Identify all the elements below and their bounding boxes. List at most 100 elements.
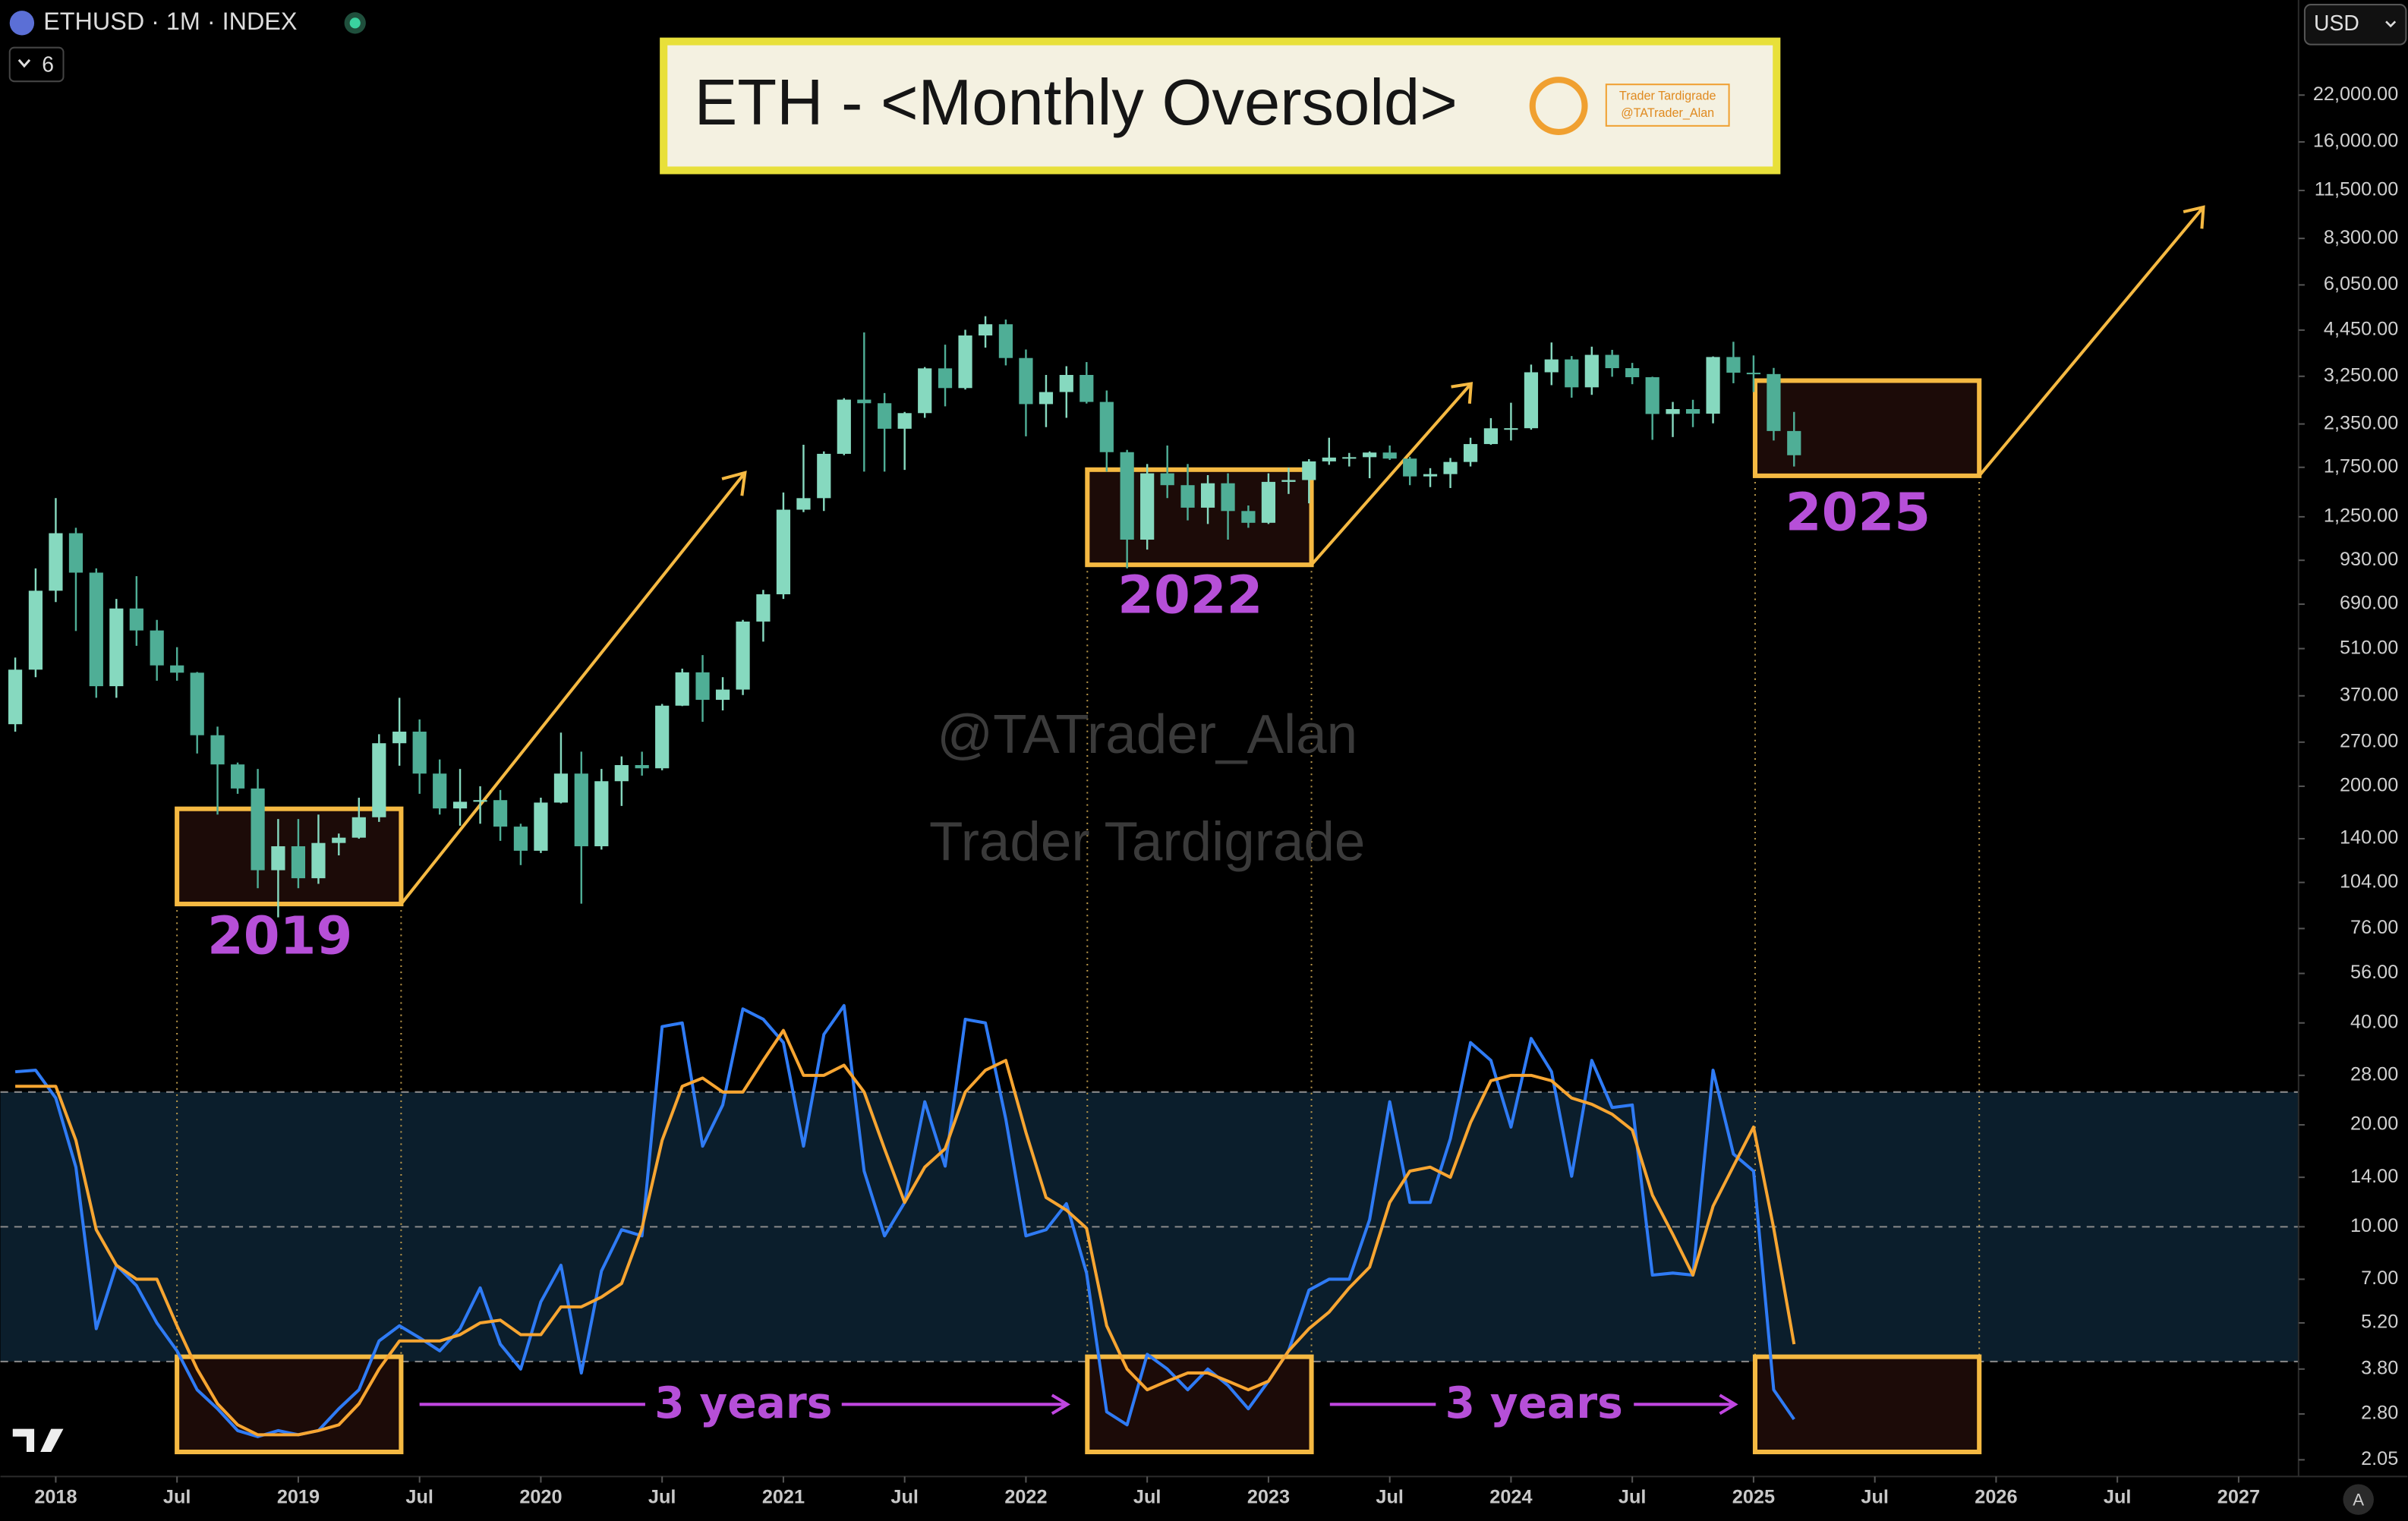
time-axis	[0, 1476, 2408, 1521]
x-tick-label: Jul	[1861, 1486, 1889, 1507]
candle-body	[1342, 457, 1357, 459]
x-tick-label: 2027	[2217, 1486, 2260, 1507]
x-tick-label: 2021	[762, 1486, 805, 1507]
x-tick-label: 2019	[277, 1486, 320, 1507]
y-tick-label: 14.00	[2350, 1166, 2398, 1187]
y-tick-label: 7.00	[2361, 1268, 2398, 1289]
currency: USD	[2314, 11, 2359, 35]
candle-body	[332, 837, 346, 843]
candle-body	[1504, 428, 1518, 430]
y-tick-label: 3.80	[2361, 1357, 2398, 1378]
badge-text: Trader Tardigrade	[1619, 90, 1716, 103]
candle-body	[736, 621, 750, 690]
x-tick-label: 2018	[34, 1486, 77, 1507]
candle-body	[574, 773, 588, 846]
candle-body	[1322, 457, 1336, 461]
candle-body	[1403, 458, 1417, 477]
candle-body	[271, 846, 285, 871]
symbol-icon	[9, 11, 35, 36]
plot-layer	[8, 316, 1801, 1438]
x-tick-label: 2023	[1247, 1486, 1290, 1507]
currency-button[interactable]	[2303, 4, 2407, 46]
title-box: ETH - <Monthly Oversold> Trader Tardigra…	[660, 37, 1781, 175]
candle-body	[372, 743, 386, 817]
candle-body	[1382, 452, 1397, 459]
candle-body	[1685, 409, 1700, 414]
candle-body	[878, 403, 892, 429]
candle-body	[170, 665, 184, 673]
scale-mode: A	[2353, 1491, 2364, 1510]
candle-body	[412, 731, 427, 774]
scale-button[interactable]	[2343, 1484, 2374, 1515]
candle-body	[311, 842, 326, 879]
candle-body	[817, 453, 831, 499]
interval-label: 3 years	[1445, 1378, 1623, 1428]
candle-body	[998, 324, 1013, 358]
candle-body	[230, 764, 245, 789]
y-tick-label: 28.00	[2350, 1064, 2398, 1085]
candle-body	[8, 669, 23, 725]
x-tick-label: Jul	[1376, 1486, 1404, 1507]
candle-body	[1726, 357, 1741, 373]
candle-body	[756, 594, 771, 622]
arrow	[1978, 205, 2205, 477]
y-tick-label: 8,300.00	[2324, 227, 2398, 248]
year-label: 2019	[207, 906, 352, 967]
candle-body	[1645, 376, 1659, 414]
x-tick-label: Jul	[890, 1486, 919, 1507]
header: ETHUSD · 1M · INDEX 6	[8, 8, 366, 83]
candle-body	[776, 509, 791, 594]
x-tick-label: 2025	[1732, 1486, 1775, 1507]
x-tick-label: Jul	[1618, 1486, 1647, 1507]
y-tick-label: 510.00	[2340, 637, 2398, 658]
x-tick-label: Jul	[163, 1486, 191, 1507]
y-tick-label: 4,450.00	[2324, 319, 2398, 340]
oversold-box	[1085, 1354, 1314, 1455]
x-tick-label: 2024	[1489, 1486, 1532, 1507]
indicator-toggle[interactable]	[8, 46, 65, 83]
chevron	[17, 58, 31, 68]
axes-layer: 22,000.00 16,000.00 11,500.00 8,300.00 6,050…	[34, 83, 2398, 1507]
candle-body	[553, 773, 569, 803]
badge-text: @TATrader_Alan	[1621, 106, 1714, 120]
y-tick-label: 930.00	[2340, 549, 2398, 570]
candle-body	[614, 765, 629, 782]
candle-body	[513, 827, 528, 851]
candle-body	[1565, 359, 1579, 388]
candle-body	[1302, 461, 1316, 480]
candle-body	[28, 590, 43, 670]
arrow	[1310, 382, 1473, 566]
candle-body	[89, 572, 103, 687]
candle-body	[1463, 444, 1478, 462]
candle-body	[958, 335, 972, 389]
candle-body	[392, 731, 407, 744]
candle-body	[897, 413, 912, 429]
candle-body	[452, 801, 468, 809]
candle-body	[1787, 430, 1801, 455]
y-tick-label: 200.00	[2340, 775, 2398, 796]
candle-body	[190, 672, 204, 735]
candle-body	[109, 608, 124, 687]
candle-body	[1666, 409, 1680, 414]
chevron	[2385, 20, 2397, 28]
candle-body	[129, 608, 143, 631]
oversold-box	[175, 806, 404, 907]
y-tick-label: 370.00	[2340, 684, 2398, 705]
y-tick-label: 76.00	[2350, 917, 2398, 938]
symbol[interactable]: ETHUSD · 1M · INDEX	[43, 8, 297, 35]
y-tick-label: 270.00	[2340, 730, 2398, 751]
candle-body	[1019, 357, 1033, 405]
candle-body	[1120, 452, 1134, 540]
oscillator-line	[15, 1028, 1796, 1437]
candle-body	[210, 735, 225, 765]
candle-body	[1443, 461, 1458, 474]
chart-title: ETH - <Monthly Oversold>	[695, 66, 1458, 138]
candle-body	[635, 765, 649, 769]
candle-body	[675, 672, 689, 706]
candle-body	[1099, 402, 1114, 452]
y-tick-label: 40.00	[2350, 1011, 2398, 1032]
y-tick-label: 690.00	[2340, 593, 2398, 614]
candle-body	[49, 533, 63, 591]
candle-body	[1080, 375, 1094, 402]
